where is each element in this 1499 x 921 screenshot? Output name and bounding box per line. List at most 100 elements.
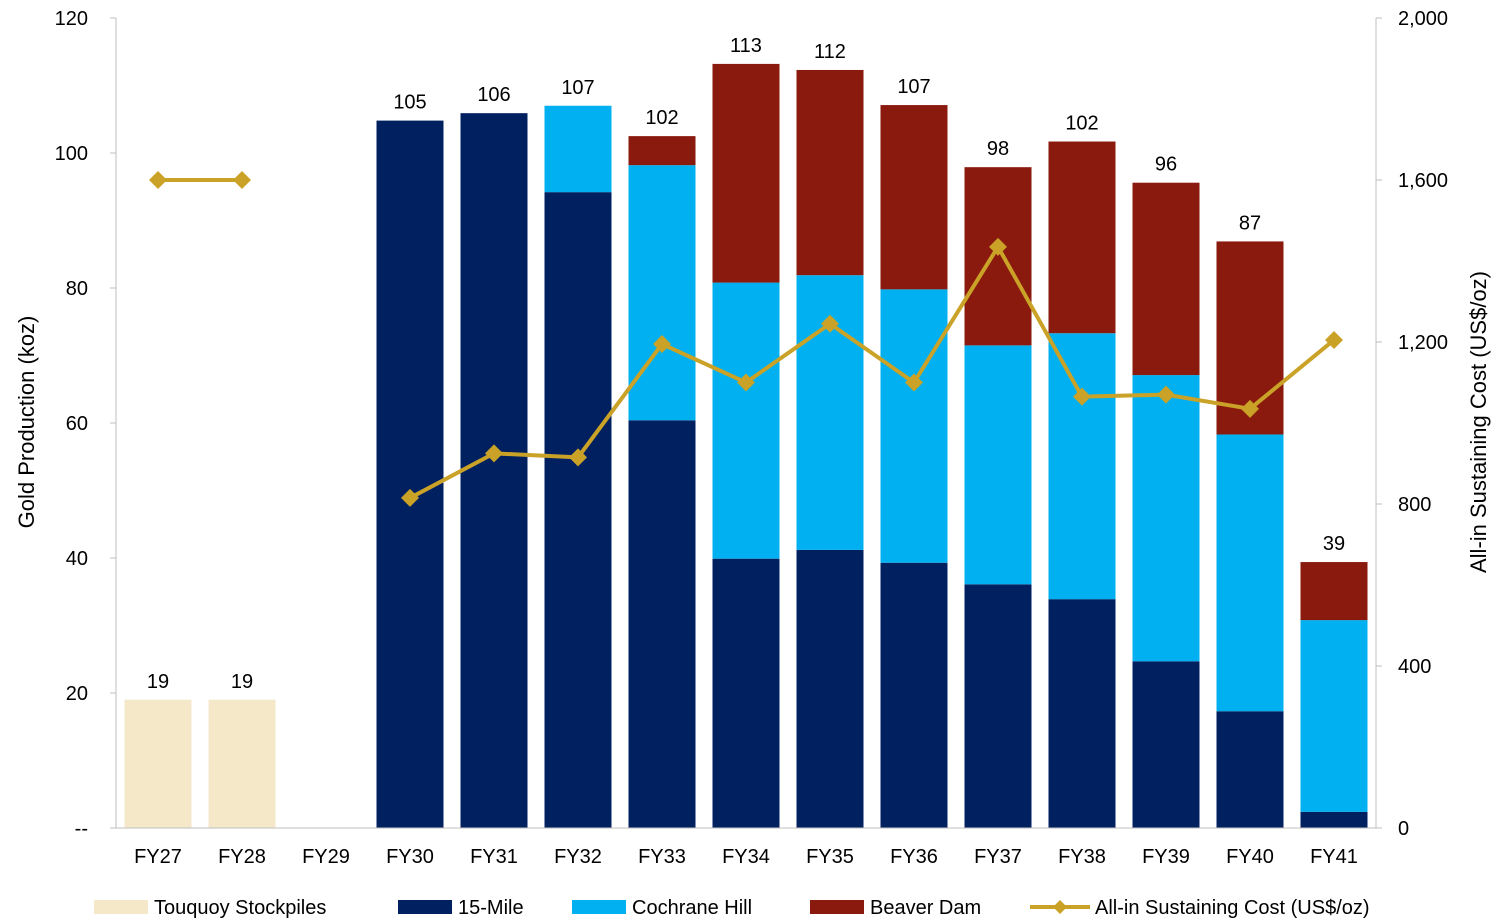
bar-cochrane-hill-fy36: [880, 289, 948, 563]
bar-beaver-dam-fy33: [628, 136, 696, 166]
axes-layer: -- 20 40 60 80 100 120 0 400 800 1,200 1,600 2,000 FY…: [55, 8, 1448, 868]
bar-beaver-dam-fy35: [796, 69, 864, 276]
bar-cochrane-hill-fy39: [1132, 375, 1200, 662]
y2-tick-label: 2,000: [1398, 8, 1448, 30]
bar-15-mile-fy39: [1132, 661, 1200, 828]
data-label-total: 112: [814, 41, 846, 63]
y-tick-label: 40: [66, 548, 88, 570]
bar-beaver-dam-fy36: [880, 105, 948, 290]
x-tick-label: FY36: [890, 846, 938, 868]
y-tick-label: 100: [55, 143, 88, 165]
bar-cochrane-hill-fy37: [964, 345, 1032, 585]
aisc-point-marker: [821, 314, 839, 333]
bar-touquoy-stockpiles-fy27: [124, 699, 192, 828]
data-label-total: 19: [147, 671, 169, 693]
data-label-total: 96: [1155, 154, 1177, 176]
bar-beaver-dam-fy37: [964, 167, 1032, 346]
data-label-total: 87: [1239, 212, 1261, 234]
bar-15-mile-fy38: [1048, 599, 1116, 828]
data-label-total: 107: [897, 76, 930, 98]
x-tick-label: FY34: [722, 846, 770, 868]
legend: Touquoy Stockpiles 15-Mile Cochrane Hill Be…: [94, 897, 1370, 919]
bar-beaver-dam-fy39: [1132, 182, 1200, 376]
legend-line-marker: [1053, 900, 1067, 914]
y2-tick-label: 1,200: [1398, 332, 1448, 354]
bar-15-mile-fy36: [880, 562, 948, 828]
x-tick-label: FY41: [1310, 846, 1358, 868]
legend-swatch: [398, 900, 452, 914]
y-tick-label: 120: [55, 8, 88, 30]
data-label-total: 102: [1065, 113, 1098, 135]
data-label-total: 113: [730, 35, 762, 57]
y-tick-label: 80: [66, 278, 88, 300]
aisc-point-marker: [1157, 385, 1175, 404]
bar-15-mile-fy34: [712, 558, 780, 828]
aisc-point-marker: [905, 373, 923, 392]
y-axis-title: Gold Production (koz): [14, 316, 39, 529]
x-tick-label: FY30: [386, 846, 434, 868]
data-label-total: 107: [561, 77, 594, 99]
x-tick-label: FY29: [302, 846, 350, 868]
data-label-total: 105: [393, 92, 426, 114]
bar-cochrane-hill-fy33: [628, 165, 696, 421]
legend-label: Cochrane Hill: [632, 897, 752, 919]
x-tick-label: FY27: [134, 846, 182, 868]
x-tick-label: FY37: [974, 846, 1022, 868]
bar-cochrane-hill-fy38: [1048, 333, 1116, 600]
bar-beaver-dam-fy41: [1300, 562, 1368, 621]
bar-15-mile-fy31: [460, 113, 528, 829]
legend-label: 15-Mile: [458, 897, 524, 919]
y2-tick-label: 400: [1398, 656, 1431, 678]
bar-cochrane-hill-fy32: [544, 105, 612, 193]
x-tick-label: FY40: [1226, 846, 1274, 868]
x-tick-label: FY33: [638, 846, 686, 868]
aisc-point-marker: [569, 448, 587, 467]
aisc-point-marker: [485, 444, 503, 463]
data-label-total: 39: [1323, 533, 1345, 555]
x-tick-label: FY35: [806, 846, 854, 868]
bar-touquoy-stockpiles-fy28: [208, 699, 276, 828]
bar-15-mile-fy30: [376, 120, 444, 829]
y2-tick-label: 0: [1398, 818, 1409, 840]
aisc-point-marker: [1325, 330, 1343, 349]
y-tick-label: --: [75, 818, 88, 840]
aisc-point-marker: [401, 488, 419, 507]
label-layer: 19 19 105 106 107 102 113 112 107 98 102 96 87 39: [147, 35, 1345, 693]
legend-label: Touquoy Stockpiles: [154, 897, 326, 919]
bar-15-mile-fy41: [1300, 811, 1368, 828]
aisc-point-marker: [737, 373, 755, 392]
bar-cochrane-hill-fy40: [1216, 434, 1284, 712]
x-tick-label: FY38: [1058, 846, 1106, 868]
bar-15-mile-fy40: [1216, 711, 1284, 828]
legend-swatch: [94, 900, 148, 914]
aisc-point-marker: [149, 171, 167, 189]
aisc-point-marker: [1241, 399, 1259, 418]
y-tick-label: 60: [66, 413, 88, 435]
data-label-total: 102: [645, 107, 678, 129]
bar-cochrane-hill-fy41: [1300, 620, 1368, 812]
x-tick-label: FY32: [554, 846, 602, 868]
legend-swatch: [810, 900, 864, 914]
bar-15-mile-fy33: [628, 420, 696, 828]
aisc-point-marker: [653, 335, 671, 354]
x-tick-label: FY39: [1142, 846, 1190, 868]
line-layer: [149, 171, 1343, 507]
data-label-total: 106: [477, 84, 510, 106]
legend-swatch: [572, 900, 626, 914]
legend-label: All-in Sustaining Cost (US$/oz): [1095, 897, 1370, 919]
aisc-line-segment: [409, 244, 1336, 500]
bar-15-mile-fy32: [544, 192, 612, 828]
y-tick-label: 20: [66, 683, 88, 705]
legend-label: Beaver Dam: [870, 897, 981, 919]
data-label-total: 98: [987, 138, 1009, 160]
bar-beaver-dam-fy38: [1048, 141, 1116, 334]
x-tick-label: FY28: [218, 846, 266, 868]
data-label-total: 19: [231, 671, 253, 693]
bar-layer: [124, 63, 1368, 829]
y2-tick-label: 800: [1398, 494, 1431, 516]
bar-15-mile-fy35: [796, 549, 864, 828]
aisc-point-marker: [989, 237, 1007, 256]
bar-beaver-dam-fy34: [712, 63, 780, 283]
aisc-point-marker: [233, 171, 251, 189]
